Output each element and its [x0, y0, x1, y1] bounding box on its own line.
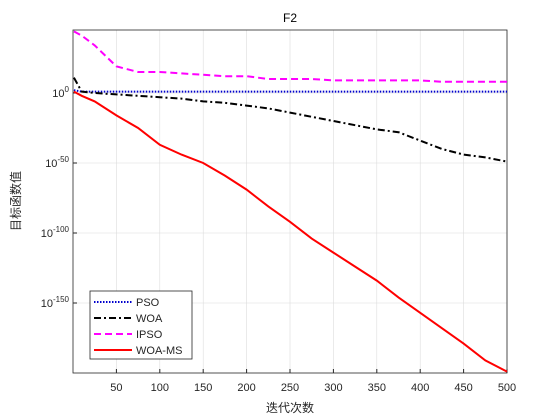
x-tick-label: 100 — [151, 382, 169, 394]
x-tick-label: 250 — [281, 382, 299, 394]
legend-label: WOA — [136, 313, 163, 325]
y-tick-label: 10-150 — [41, 295, 70, 310]
series-line — [73, 89, 507, 93]
x-tick-label: 50 — [110, 382, 122, 394]
legend-label: WOA-MS — [136, 345, 182, 357]
y-axis-label: 目标函数值 — [8, 171, 23, 231]
axes-box — [72, 29, 508, 374]
series-line — [73, 77, 508, 163]
x-tick-label: 400 — [411, 382, 429, 394]
legend-label: IPSO — [136, 329, 163, 341]
y-tick-label: 100 — [52, 85, 69, 100]
legend-label: PSO — [136, 297, 160, 309]
chart-title: F2 — [283, 11, 297, 25]
x-tick-label: 500 — [498, 382, 516, 394]
x-axis-label: 迭代次数 — [266, 400, 314, 415]
series-line — [73, 90, 508, 373]
x-tick-label: 200 — [237, 382, 255, 394]
x-tick-label: 300 — [324, 382, 342, 394]
x-tick-label: 350 — [368, 382, 386, 394]
y-tick-label: 10-100 — [41, 225, 70, 240]
x-tick-label: 150 — [194, 382, 212, 394]
y-tick-label: 10-50 — [45, 155, 69, 170]
x-tick-label: 450 — [454, 382, 472, 394]
series-line — [73, 30, 507, 83]
